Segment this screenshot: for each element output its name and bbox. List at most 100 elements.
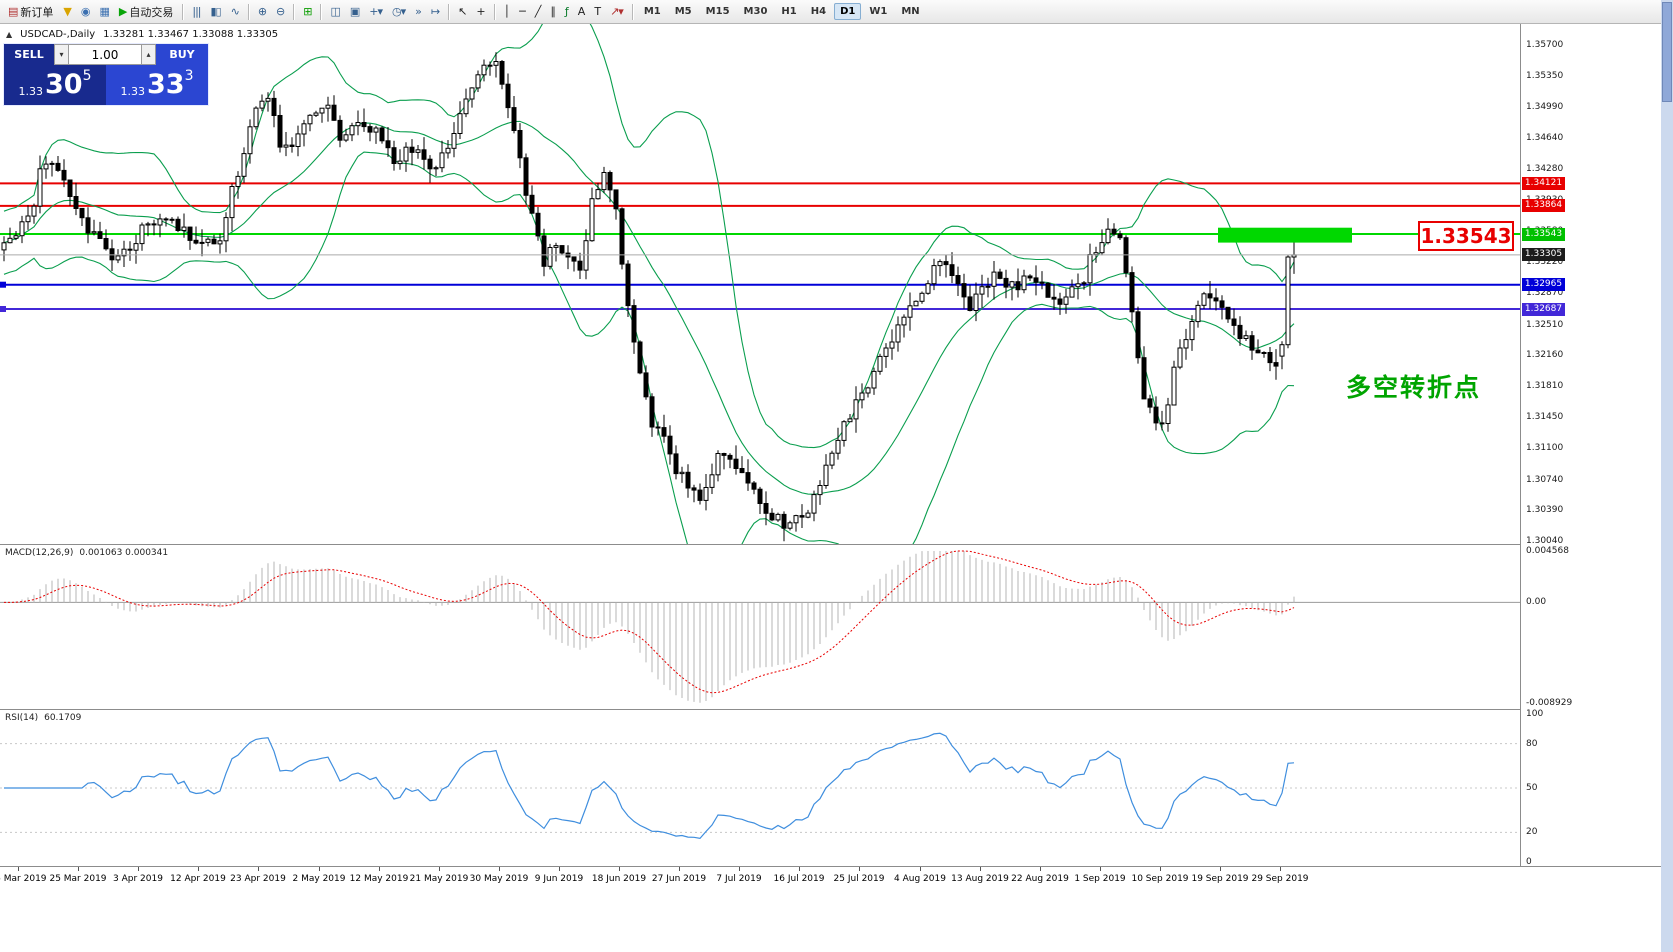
date-tick [1280, 867, 1281, 871]
auto-scroll-button[interactable]: » [410, 2, 426, 22]
chart-shift-icon: ↦ [430, 5, 440, 18]
price-tick-label: 1.32510 [1526, 320, 1564, 330]
line-chart-button[interactable]: ∿ [226, 2, 244, 22]
price-tick-label: 1.34280 [1526, 164, 1564, 174]
collapse-icon[interactable]: ▲ [6, 30, 13, 39]
horizontal-line-button[interactable]: ─ [514, 2, 530, 22]
rsi-panel[interactable] [0, 710, 1520, 866]
price-callout-label[interactable]: 1.33543 [1418, 221, 1514, 251]
autotrading-icon: ▶ [118, 5, 128, 18]
arrows-button[interactable]: ↗▾ [605, 2, 628, 22]
tile-windows-button[interactable]: ◫ [325, 2, 344, 22]
timeframe-m1-button[interactable]: M1 [643, 6, 661, 17]
date-tick [499, 867, 500, 871]
annotation-text[interactable]: 多空转折点 [1346, 373, 1482, 402]
autotrading-button[interactable]: ▶ 自动交易 [114, 2, 178, 22]
bar-chart-button[interactable]: ||| [187, 2, 205, 22]
price-tick-label: 1.35350 [1526, 71, 1564, 81]
cursor-button[interactable]: ↖ [453, 2, 471, 22]
new-chart-button[interactable]: +▾ [364, 2, 387, 22]
timeframe-m5-button[interactable]: M5 [674, 6, 692, 17]
periods-button[interactable]: ◷▾ [387, 2, 410, 22]
timeframe-w1-button[interactable]: W1 [869, 6, 888, 17]
date-label: 27 Jun 2019 [651, 874, 707, 884]
terminal-icon: ▦ [99, 5, 109, 18]
channel-button[interactable]: ∥ [545, 2, 560, 22]
label-button[interactable]: T [589, 2, 605, 22]
timeframe-m15-button[interactable]: M15 [705, 6, 730, 17]
indicators-icon: ⊞ [303, 5, 312, 18]
current-price-tag: 1.33305 [1522, 248, 1565, 261]
timeframe-h4-button[interactable]: H4 [810, 6, 827, 17]
timeframe-m30-button[interactable]: M30 [743, 6, 768, 17]
panel-divider[interactable] [0, 709, 1661, 710]
date-label: 2 May 2019 [292, 874, 346, 884]
cascade-windows-icon: ▣ [349, 5, 360, 18]
timeframe-mn-button[interactable]: MN [901, 6, 920, 17]
rsi-axis-label: 80 [1526, 739, 1538, 749]
bollinger-bands-layer [3, 24, 1295, 544]
macd-signal-line [4, 550, 1295, 694]
price-tick-label: 1.35700 [1526, 40, 1564, 50]
bollinger-upper-line [3, 24, 1295, 449]
templates-button[interactable]: ▼ [58, 2, 75, 22]
volume-decrease-button[interactable]: ▾ [54, 44, 69, 65]
terminal-button[interactable]: ▦ [94, 2, 113, 22]
date-tick [799, 867, 800, 871]
zoom-in-button[interactable]: ⊕ [253, 2, 271, 22]
candlestick-chart-icon: ▮▯ [210, 5, 221, 18]
vertical-line-button[interactable]: │ [499, 2, 515, 22]
date-tick [619, 867, 620, 871]
candlestick-chart-button[interactable]: ▮▯ [205, 2, 225, 22]
arrows-icon: ↗▾ [610, 5, 624, 18]
sell-price-prefix: 1.33 [18, 85, 44, 98]
sell-button[interactable]: SELL [4, 44, 54, 65]
indicators-button[interactable]: ⊞ [298, 2, 316, 22]
zoom-out-button[interactable]: ⊖ [271, 2, 289, 22]
vertical-scrollbar[interactable] [1661, 0, 1673, 952]
buy-price[interactable]: 1.33 33 3 [106, 65, 208, 105]
data-window-button[interactable]: ◉ [76, 2, 95, 22]
sell-price[interactable]: 1.33 30 5 [4, 65, 106, 105]
macd-values: 0.001063 0.000341 [79, 548, 169, 558]
price-axis[interactable]: 1.357001.353501.349901.346401.342801.339… [1520, 24, 1661, 867]
new-order-button[interactable]: ▤ 新订单 [3, 2, 58, 22]
price-tick-label: 1.30740 [1526, 475, 1564, 485]
buy-button[interactable]: BUY [156, 44, 208, 65]
rsi-label: RSI(14) 60.1709 [5, 713, 81, 723]
rsi-line [4, 732, 1295, 840]
toolbar-separator [182, 3, 184, 20]
main-chart[interactable] [0, 24, 1520, 544]
text-button[interactable]: A [573, 2, 590, 22]
date-tick [198, 867, 199, 871]
support-2-tag: 1.32687 [1522, 303, 1565, 316]
templates-icon: ▼ [63, 5, 72, 18]
price-tick-label: 1.31100 [1526, 443, 1564, 453]
rsi-axis-label: 100 [1526, 709, 1544, 719]
date-label: 12 May 2019 [349, 874, 409, 884]
rsi-name: RSI(14) [5, 713, 39, 723]
date-tick [739, 867, 740, 871]
crosshair-button[interactable]: + [471, 2, 489, 22]
scrollbar-thumb[interactable] [1662, 2, 1672, 102]
volume-input[interactable] [69, 44, 141, 65]
panel-divider[interactable] [0, 544, 1661, 545]
buy-price-big: 33 [147, 69, 185, 100]
fibonacci-button[interactable]: ƒ [560, 2, 573, 22]
volume-increase-button[interactable]: ▴ [141, 44, 156, 65]
trendline-button[interactable]: ╱ [530, 2, 546, 22]
macd-axis-label: 0.004568 [1526, 546, 1569, 556]
cascade-windows-button[interactable]: ▣ [345, 2, 364, 22]
bollinger-lower-line [3, 151, 1295, 544]
macd-panel[interactable] [0, 545, 1520, 709]
macd-axis-label: -0.008929 [1526, 698, 1573, 708]
chart-shift-button[interactable]: ↦ [426, 2, 444, 22]
toolbar-separator [247, 3, 249, 20]
date-label: 15 Mar 2019 [0, 874, 47, 884]
rsi-axis-label: 20 [1526, 827, 1538, 837]
timeframe-h1-button[interactable]: H1 [781, 6, 797, 17]
timeframe-d1-button[interactable]: D1 [834, 3, 862, 20]
toolbar-separator [320, 3, 322, 20]
chart-title: ▲ USDCAD-,Daily 1.33281 1.33467 1.33088 … [6, 29, 278, 40]
